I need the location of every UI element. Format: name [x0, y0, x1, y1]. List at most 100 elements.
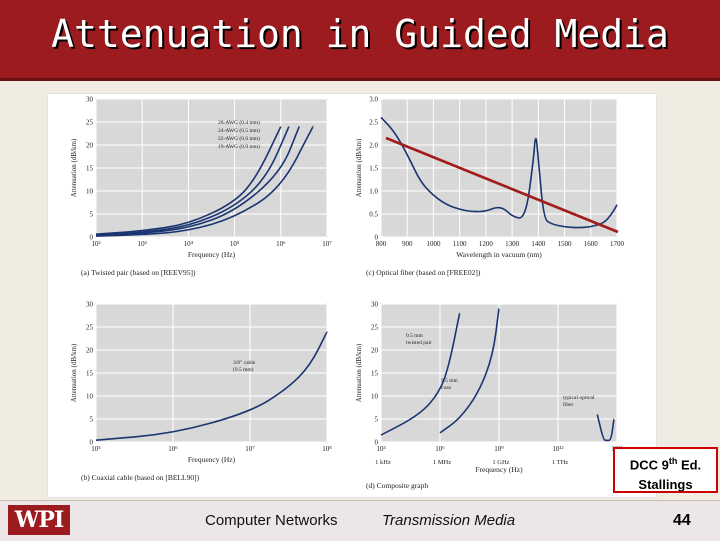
y-tick-label-c: 2.5	[369, 119, 378, 127]
y-tick-label-b: 10	[86, 393, 94, 401]
y-tick-label-b: 20	[86, 347, 94, 355]
x-tick-label-a: 10⁷	[322, 240, 332, 248]
series-line-a-2	[95, 126, 300, 237]
y-tick-label-d: 5	[375, 416, 379, 424]
x-tick-label-a: 10⁵	[230, 240, 240, 248]
x-axis-label-c: Wavelength in vacuum (nm)	[456, 250, 542, 259]
y-tick-label-c: 0.5	[369, 211, 378, 219]
footer-topic: Transmission Media	[382, 512, 516, 529]
x-axis-label-b: Frequency (Hz)	[188, 455, 236, 464]
red-overlay-line	[385, 136, 619, 234]
series-line-d-0	[380, 312, 461, 436]
x-tick-label-d: 10³	[376, 445, 385, 453]
y-axis-label-d: Attenuation (dB/km)	[355, 343, 363, 402]
y-tick-label-a: 20	[86, 142, 94, 150]
x-tick-label-b: 10⁶	[168, 445, 178, 453]
series-line-b-0	[95, 330, 328, 441]
x-tick-freq-label-d: 1 kHz	[375, 459, 391, 466]
x-tick-label-a: 10⁴	[184, 240, 194, 248]
x-tick-label-a: 10³	[138, 240, 147, 248]
x-tick-label-d: 10⁹	[494, 445, 504, 453]
footer-bar	[0, 500, 720, 541]
x-tick-freq-label-d: 1 GHz	[492, 459, 509, 466]
x-tick-label-c: 1400	[531, 240, 546, 248]
y-tick-label-a: 15	[86, 165, 94, 173]
y-axis-label-a: Attenuation (dB/km)	[70, 138, 78, 197]
page-number: 44	[673, 512, 691, 529]
x-tick-label-c: 1100	[453, 240, 467, 248]
x-tick-label-c: 1300	[505, 240, 519, 248]
legend-entry-a: 19-AWG (0.9 mm)	[218, 143, 260, 150]
x-tick-label-c: 800	[376, 240, 387, 248]
y-tick-label-d: 25	[371, 324, 379, 332]
x-axis-label-a: Frequency (Hz)	[188, 250, 236, 259]
legend-entry-a: 26-AWG (0.4 mm)	[218, 119, 260, 126]
y-tick-label-d: 20	[371, 347, 379, 355]
y-tick-label-a: 5	[90, 211, 94, 219]
x-tick-label-c: 1500	[558, 240, 573, 248]
annotation-d: 0.5 mm	[406, 333, 424, 339]
y-tick-label-c: 2.0	[369, 142, 378, 150]
annotation-d: coax	[441, 385, 452, 391]
citation-sup: th	[668, 456, 678, 466]
slide-title: Attenuation in Guided Media	[51, 12, 669, 56]
citation-box: DCC 9th Ed. Stallings	[613, 447, 718, 493]
x-tick-label-c: 1700	[610, 240, 625, 248]
attenuation-figure: 10² 10³ 10⁴ 10⁵ 10⁶ 10⁷ 0 5 10 15 20 25 30 Frequency …	[70, 96, 625, 491]
x-tick-label-b: 10⁸	[322, 445, 332, 453]
series-line-d-2	[596, 414, 615, 442]
x-tick-label-d: 10¹²	[552, 445, 563, 453]
x-axis-label-d: Frequency (Hz)	[475, 465, 523, 474]
y-tick-label-b: 5	[90, 416, 94, 424]
x-tick-freq-label-d: 1 THz	[552, 459, 568, 466]
footer-course: Computer Networks	[205, 512, 338, 529]
y-tick-label-c: 1.0	[369, 188, 378, 196]
y-tick-label-d: 0	[375, 439, 379, 447]
series-line-a-0	[95, 126, 282, 235]
x-tick-label-c: 900	[402, 240, 413, 248]
series-line-c-0	[380, 116, 618, 229]
y-tick-label-c: 0	[375, 234, 379, 242]
x-tick-label-a: 10⁶	[276, 240, 286, 248]
y-tick-label-c: 1.5	[369, 165, 378, 173]
title-bar: Attenuation in Guided Media	[0, 0, 720, 81]
x-tick-label-b: 10⁷	[245, 445, 255, 453]
citation-edition-suffix: Ed.	[677, 457, 702, 473]
x-tick-freq-label-d: 1 MHz	[433, 459, 451, 466]
y-tick-label-a: 30	[86, 96, 94, 104]
annotation-b: 3/8" cable	[233, 360, 256, 366]
legend-entry-a: 24-AWG (0.5 mm)	[218, 127, 260, 134]
x-tick-label-c: 1600	[584, 240, 599, 248]
y-tick-label-d: 10	[371, 393, 379, 401]
y-tick-label-b: 30	[86, 301, 94, 309]
caption-c: (c) Optical fiber (based on [FREE02])	[366, 268, 481, 277]
wpi-logo: WPI	[8, 505, 70, 535]
annotation-d: twisted pair	[406, 340, 432, 346]
annotation-b: (9.5 mm)	[233, 366, 254, 373]
annotation-d: fiber	[563, 401, 574, 408]
citation-author: Stallings	[638, 477, 693, 493]
caption-a: (a) Twisted pair (based on [REEV95])	[81, 268, 196, 277]
annotation-d: 9.5 mm	[441, 378, 459, 384]
caption-d: (d) Composite graph	[366, 481, 428, 490]
series-line-d-1	[439, 307, 500, 434]
annotation-d: typical optical	[563, 395, 595, 401]
figure-panel: 10² 10³ 10⁴ 10⁵ 10⁶ 10⁷ 0 5 10 15 20 25 30 Frequency …	[47, 93, 657, 498]
x-tick-label-a: 10²	[91, 240, 100, 248]
y-axis-label-c: Attenuation (dB/km)	[355, 138, 363, 197]
y-axis-label-b: Attenuation (dB/km)	[70, 343, 78, 402]
y-tick-label-c: 3.0	[369, 96, 378, 104]
y-tick-label-b: 0	[90, 439, 94, 447]
series-line-a-3	[95, 125, 314, 237]
x-tick-label-b: 10⁵	[91, 445, 101, 453]
legend-entry-a: 22-AWG (0.6 mm)	[218, 135, 260, 142]
y-tick-label-b: 15	[86, 370, 94, 378]
x-tick-label-c: 1200	[479, 240, 494, 248]
y-tick-label-d: 15	[371, 370, 379, 378]
y-tick-label-a: 0	[90, 234, 94, 242]
x-tick-label-d: 10⁶	[435, 445, 445, 453]
citation-edition: DCC 9	[629, 457, 669, 473]
x-tick-label-c: 1000	[426, 240, 441, 248]
y-tick-label-a: 25	[86, 119, 94, 127]
y-tick-label-d: 30	[371, 301, 379, 309]
